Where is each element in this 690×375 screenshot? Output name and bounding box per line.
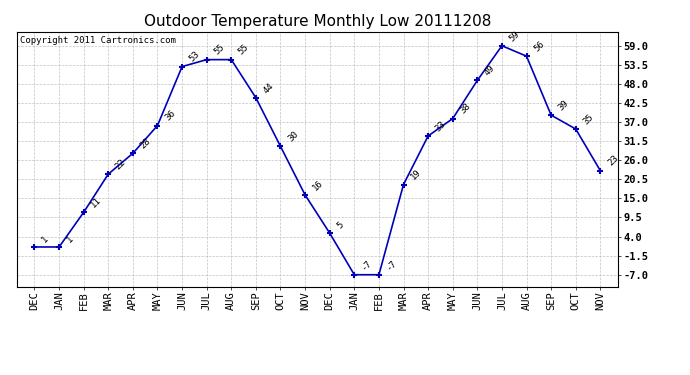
Text: 5: 5 [335, 220, 346, 230]
Text: 36: 36 [163, 109, 177, 123]
Title: Outdoor Temperature Monthly Low 20111208: Outdoor Temperature Monthly Low 20111208 [144, 14, 491, 29]
Text: 33: 33 [434, 119, 448, 133]
Text: 59: 59 [507, 29, 522, 43]
Text: -7: -7 [360, 258, 374, 272]
Text: 30: 30 [286, 130, 300, 144]
Text: 11: 11 [89, 195, 104, 210]
Text: 55: 55 [213, 43, 226, 57]
Text: 35: 35 [581, 112, 595, 126]
Text: 39: 39 [557, 98, 571, 112]
Text: 44: 44 [262, 81, 275, 95]
Text: 16: 16 [310, 178, 324, 192]
Text: 1: 1 [40, 234, 50, 244]
Text: 38: 38 [458, 102, 472, 116]
Text: 22: 22 [114, 158, 128, 171]
Text: -7: -7 [384, 258, 398, 272]
Text: 19: 19 [409, 168, 423, 182]
Text: Copyright 2011 Cartronics.com: Copyright 2011 Cartronics.com [20, 36, 176, 45]
Text: 55: 55 [237, 43, 250, 57]
Text: 23: 23 [606, 154, 620, 168]
Text: 28: 28 [139, 136, 152, 150]
Text: 1: 1 [65, 234, 75, 244]
Text: 49: 49 [483, 64, 497, 78]
Text: 56: 56 [532, 39, 546, 53]
Text: 53: 53 [188, 50, 201, 64]
